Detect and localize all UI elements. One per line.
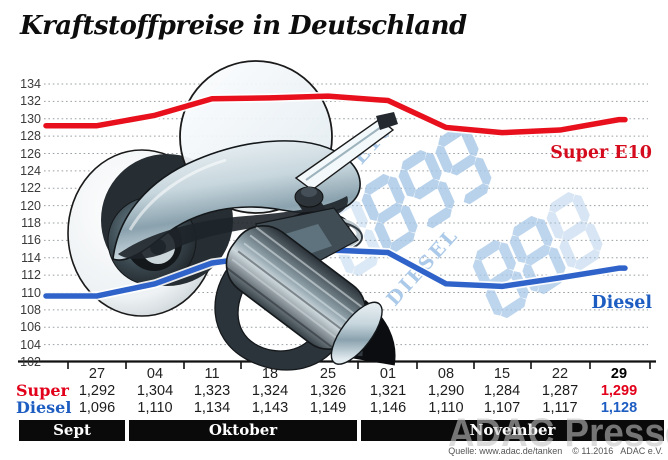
price-cell: 1,117 xyxy=(542,400,578,416)
fuel-nozzle-grip xyxy=(214,207,396,371)
seven-segment-digits xyxy=(472,191,603,319)
date-label: 01 xyxy=(379,366,397,382)
y-tick-label: 102 xyxy=(20,355,41,369)
price-cell: 1,149 xyxy=(309,400,347,416)
price-cell: 1,096 xyxy=(78,400,116,416)
super-e10-line xyxy=(41,91,630,138)
source-note: Quelle: www.adac.de/tanken © 11.2016 ADA… xyxy=(448,446,663,456)
price-cell: 1,324 xyxy=(251,383,289,399)
date-label: 08 xyxy=(437,366,455,382)
price-cell: 1,110 xyxy=(428,400,464,416)
page-title: Kraftstoffpreise in Deutschland xyxy=(20,11,467,41)
month-bar-november: November xyxy=(361,420,664,441)
price-cell: 1,323 xyxy=(193,383,231,399)
date-label: 15 xyxy=(493,366,511,382)
price-cell: 1,284 xyxy=(483,383,521,399)
y-tick-label: 118 xyxy=(21,216,41,230)
y-tick-label: 130 xyxy=(20,111,41,126)
price-cell: 1,299 xyxy=(600,383,638,399)
y-tick-label: 110 xyxy=(21,285,41,300)
y-tick-label: 128 xyxy=(20,129,41,144)
price-cell: 1,321 xyxy=(369,383,407,399)
date-label: 04 xyxy=(146,366,164,382)
price-cell: 1,146 xyxy=(369,400,407,416)
series-label-super-e10: Super E10 xyxy=(550,143,652,163)
y-tick-label: 106 xyxy=(20,320,41,335)
table-row-super: Super 1,292 1,304 1,323 1,324 1,326 1,321 1,290… xyxy=(0,381,668,400)
price-cell: 1,128 xyxy=(600,400,638,416)
price-cell: 1,326 xyxy=(309,383,347,399)
y-tick-label: 132 xyxy=(20,94,41,109)
price-cell: 1,292 xyxy=(78,383,116,399)
y-tick-label: 124 xyxy=(20,163,41,178)
price-cell: 1,110 xyxy=(137,400,173,416)
date-label: 11 xyxy=(204,366,220,382)
month-bar-oktober: Oktober xyxy=(129,420,357,441)
date-label: 25 xyxy=(319,366,337,382)
row-label: Super xyxy=(16,381,69,400)
y-tick-label: 104 xyxy=(20,337,41,352)
date-label: 22 xyxy=(551,366,569,382)
y-tick-label: 112 xyxy=(21,268,41,283)
price-cell: 1,304 xyxy=(136,383,174,399)
y-tick-label: 114 xyxy=(21,250,41,265)
y-tick-label: 120 xyxy=(20,198,41,213)
month-bar-sept: Sept xyxy=(19,420,125,441)
y-tick-label: 122 xyxy=(20,181,41,196)
price-cell: 1,290 xyxy=(427,383,465,399)
y-tick-label: 134 xyxy=(20,77,41,91)
price-cell: 1,143 xyxy=(251,400,289,416)
price-cell: 1,287 xyxy=(541,383,579,399)
diesel-line xyxy=(41,245,630,301)
adac-presse-watermark: ADAC Presse xyxy=(448,411,668,455)
x-axis-date-row: 27 04 11 18 25 01 08 15 22 29 xyxy=(0,366,668,382)
nozzle-body xyxy=(112,140,361,261)
date-label: 18 xyxy=(261,366,279,382)
series-label-diesel: Diesel xyxy=(591,293,652,313)
row-label: Diesel xyxy=(16,398,72,417)
table-row-diesel: Diesel 1,096 1,110 1,134 1,143 1,149 1,146 1,11… xyxy=(0,398,668,417)
date-label: 27 xyxy=(88,366,106,382)
price-cell: 1,107 xyxy=(483,400,521,416)
y-tick-label: 126 xyxy=(20,146,41,161)
price-cell: 1,134 xyxy=(193,400,231,416)
y-tick-label: 108 xyxy=(20,302,41,317)
y-tick-label: 116 xyxy=(21,233,41,248)
date-label: 29 xyxy=(610,366,628,382)
